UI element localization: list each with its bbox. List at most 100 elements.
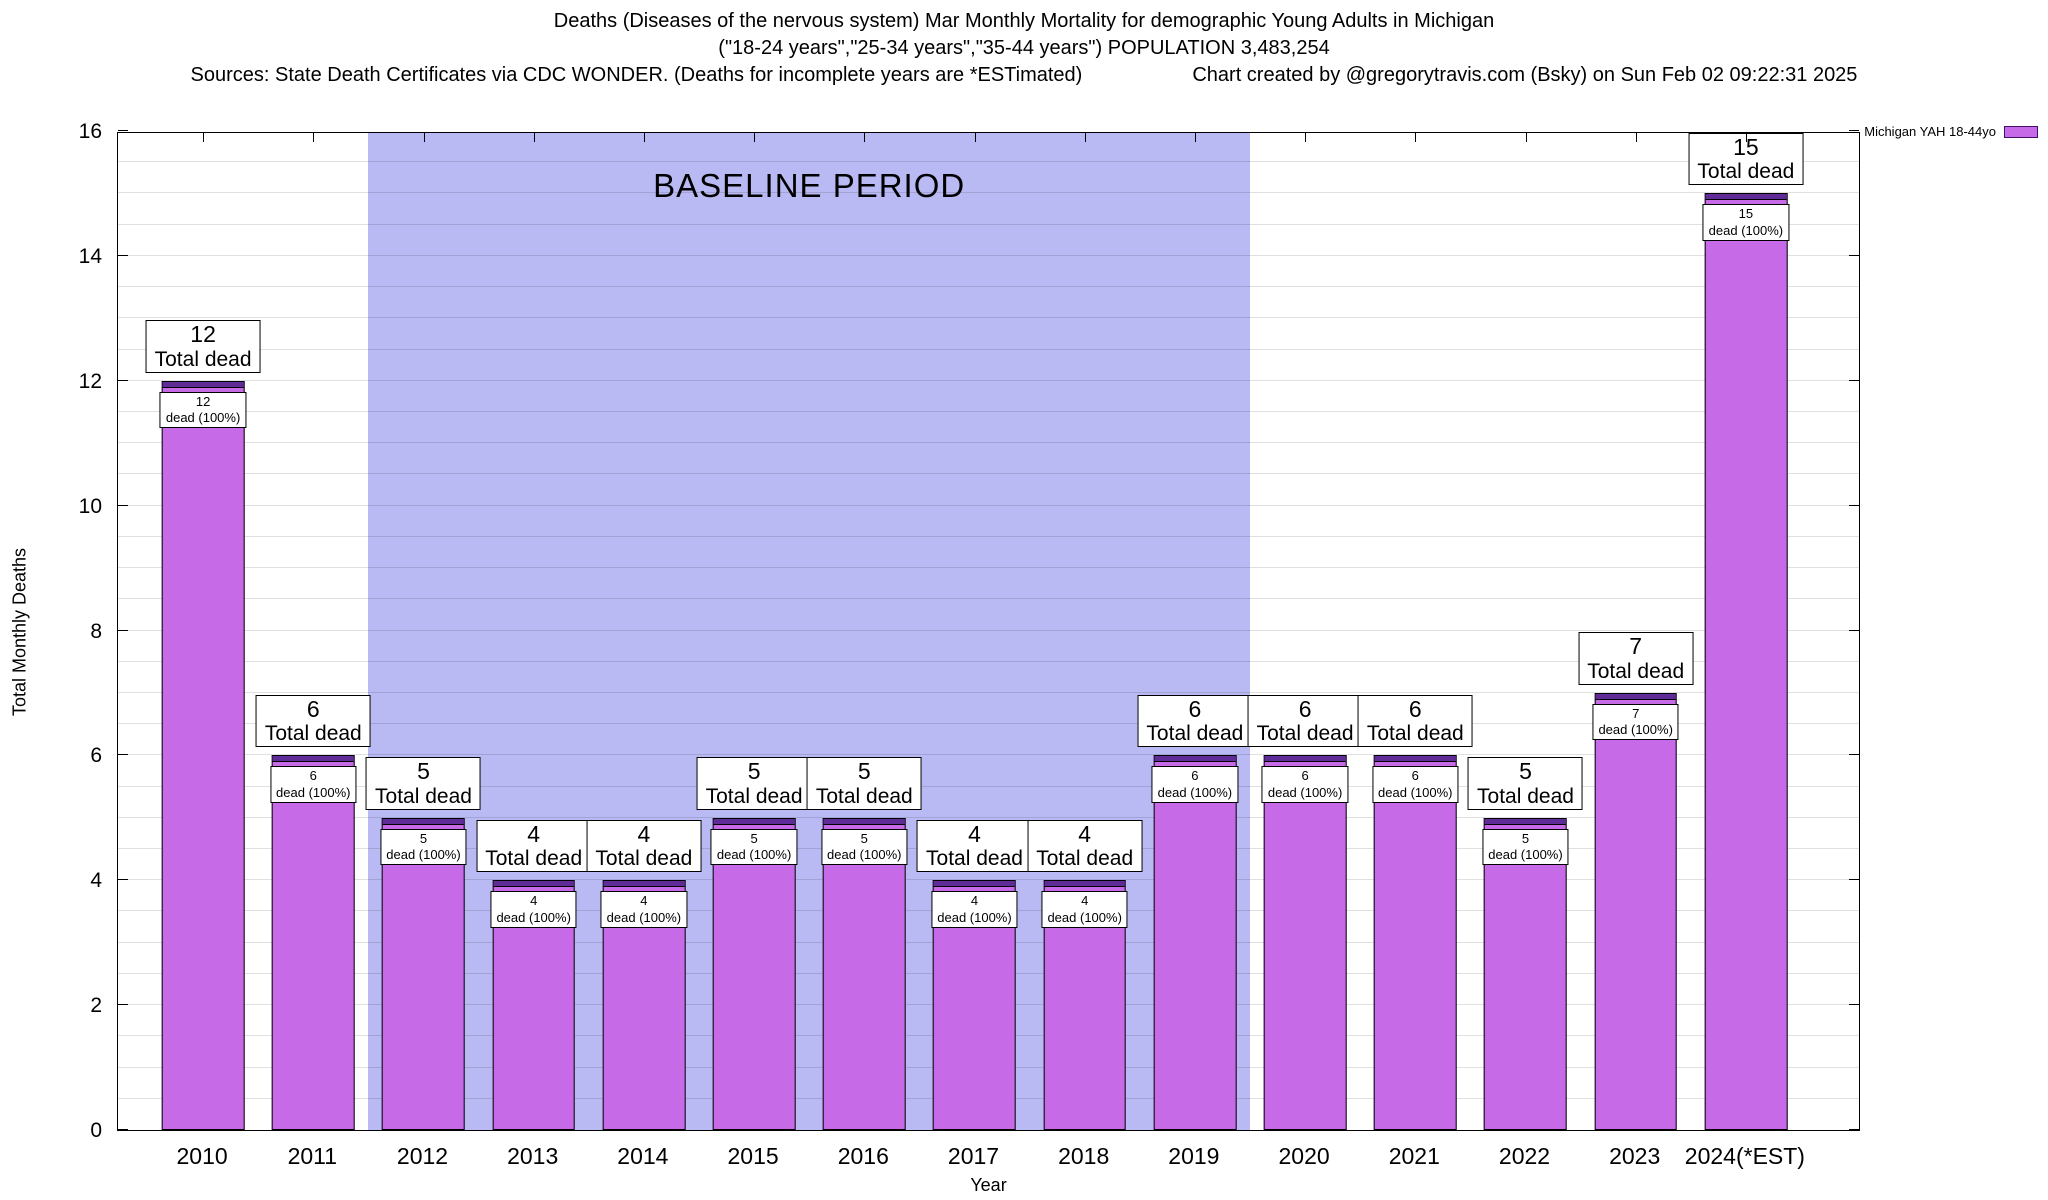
y-axis-tick xyxy=(118,130,128,131)
x-axis-tick-label: 2013 xyxy=(507,1143,559,1169)
bar-total-label: 4 Total dead xyxy=(586,819,702,873)
gridline xyxy=(118,816,1859,818)
x-axis-tick-label: 2019 xyxy=(1168,1143,1220,1169)
gridline xyxy=(118,192,1859,194)
bar-inner-value: 4 xyxy=(1081,893,1089,909)
bar-inner-value: 6 xyxy=(1411,768,1419,784)
bar-total-text: Total dead xyxy=(1366,722,1464,746)
bar-total-label: 4 Total dead xyxy=(476,819,592,873)
bar-cap xyxy=(1154,756,1236,763)
bar-cap xyxy=(1044,881,1126,888)
legend-label: Michigan YAH 18-44yo xyxy=(1864,124,1996,139)
bar-inner-label: 4 dead (100%) xyxy=(1041,891,1128,928)
bar-inner-value: 5 xyxy=(750,830,758,846)
bar-inner-label: 4 dead (100%) xyxy=(600,891,688,928)
bar-inner-label: 6 dead (100%) xyxy=(1372,766,1459,803)
bar-inner-value: 4 xyxy=(530,893,538,909)
bar-total-value: 4 xyxy=(637,820,651,847)
bar-inner-value: 6 xyxy=(309,768,317,784)
bar-total-value: 4 xyxy=(968,820,981,847)
bar-total-value: 15 xyxy=(1733,133,1759,160)
bar-group: 4 Total dead 4 dead (100%) xyxy=(917,133,1032,1130)
bar-cap xyxy=(934,881,1015,888)
bar-total-text: Total dead xyxy=(595,847,693,871)
bar-total-text: Total dead xyxy=(154,347,252,371)
bar-cap xyxy=(272,756,354,763)
x-axis-tick-label: 2017 xyxy=(947,1143,1000,1169)
plot-area: BASELINE PERIOD 12 Total dead 12 dead (100%… xyxy=(117,130,1860,1131)
gridline xyxy=(118,629,1859,631)
legend: Michigan YAH 18-44yo xyxy=(1864,124,2038,139)
x-axis: 2010 2011 2012 2013 2014 2015 2016 2017 2018 2019… xyxy=(117,1139,1860,1179)
y-axis-tick-label: 10 xyxy=(78,494,102,518)
gridline xyxy=(118,348,1859,350)
bar-total-text: Total dead xyxy=(815,784,913,808)
y-axis-tick-label: 0 xyxy=(90,1119,102,1142)
bar-group: 5 Total dead 5 dead (100%) xyxy=(1468,133,1583,1130)
bar: 5 dead (100%) xyxy=(821,817,908,1130)
x-axis-tick-label: 2023 xyxy=(1609,1143,1661,1169)
bar-inner-value: 15 xyxy=(1738,206,1754,222)
bar-group: 12 Total dead 12 dead (100%) xyxy=(145,133,261,1130)
bar-inner-label: 6 dead (100%) xyxy=(1261,766,1349,803)
bar-total-value: 6 xyxy=(1188,695,1202,722)
gridline xyxy=(118,785,1859,787)
x-axis-tick-label: 2012 xyxy=(396,1143,449,1169)
bar: 4 dead (100%) xyxy=(1041,880,1128,1130)
gridline xyxy=(118,504,1859,506)
bar-inner-text: dead (100%) xyxy=(1267,784,1343,800)
bar-total-label: 6 Total dead xyxy=(1247,694,1363,748)
bar-group: 4 Total dead 4 dead (100%) xyxy=(1027,133,1143,1130)
bar-inner-label: 4 dead (100%) xyxy=(931,891,1018,928)
bar-inner-text: dead (100%) xyxy=(165,410,241,425)
y-axis-tick-label: 8 xyxy=(90,619,102,643)
bar: 6 dead (100%) xyxy=(1151,755,1239,1130)
bar-cap xyxy=(603,881,685,888)
bar-total-label: 6 Total dead xyxy=(255,694,371,748)
x-axis-tick-label: 2011 xyxy=(287,1143,338,1169)
chart-sources-note: Sources: State Death Certificates via CD… xyxy=(190,64,1083,86)
bar-inner-label: 5 dead (100%) xyxy=(710,828,798,866)
gridline xyxy=(118,691,1859,693)
x-axis-tick-label: 2020 xyxy=(1278,1143,1330,1169)
gridline xyxy=(118,879,1859,881)
gridline xyxy=(118,223,1859,225)
bar-total-text: Total dead xyxy=(705,784,803,808)
bar-inner-value: 6 xyxy=(1191,768,1199,784)
bar-inner-text: dead (100%) xyxy=(1047,909,1122,925)
bar: 12 dead (100%) xyxy=(159,380,247,1130)
gridline xyxy=(118,567,1859,569)
bar-cap xyxy=(1264,756,1346,763)
bar-inner-value: 5 xyxy=(860,830,868,846)
bar-inner-value: 4 xyxy=(970,893,979,909)
bar-total-text: Total dead xyxy=(1587,659,1685,683)
bar-inner-label: 7 dead (100%) xyxy=(1592,703,1679,741)
bar-cap xyxy=(823,818,905,825)
bar-inner-text: dead (100%) xyxy=(937,909,1012,925)
bar-inner-text: dead (100%) xyxy=(1708,222,1784,238)
bar-total-value: 7 xyxy=(1629,633,1643,660)
bar: 5 dead (100%) xyxy=(1482,817,1569,1130)
x-axis-tick-label: 2016 xyxy=(837,1143,889,1169)
x-axis-tick-label: 2015 xyxy=(727,1143,779,1169)
bar-group: 5 Total dead 5 dead (100%) xyxy=(366,133,481,1130)
x-axis-tick-label: 2018 xyxy=(1058,1143,1110,1169)
chart-title-line3: Sources: State Death Certificates via CD… xyxy=(0,62,2048,89)
gridline xyxy=(118,410,1859,412)
bar-group: 5 Total dead 5 dead (100%) xyxy=(696,133,812,1130)
bar-inner-label: 5 dead (100%) xyxy=(1482,828,1569,866)
gridline xyxy=(118,660,1859,662)
x-axis-tick-label: 2022 xyxy=(1498,1143,1551,1169)
y-axis-tick-label: 12 xyxy=(78,369,102,393)
bar: 7 dead (100%) xyxy=(1592,692,1679,1130)
chart-title-line2: ("18-24 years","25-34 years","35-44 year… xyxy=(718,37,1330,59)
x-axis-tick-label: 2014 xyxy=(617,1143,669,1169)
y-axis-tick-label: 16 xyxy=(78,120,102,143)
y-axis-tick-label: 2 xyxy=(90,994,102,1018)
bar-inner-text: dead (100%) xyxy=(827,847,902,863)
bar-inner-text: dead (100%) xyxy=(1157,784,1233,800)
bar-group: 7 Total dead 7 dead (100%) xyxy=(1578,133,1694,1130)
bar-inner-label: 5 dead (100%) xyxy=(380,828,467,866)
bar-cap xyxy=(713,818,795,825)
